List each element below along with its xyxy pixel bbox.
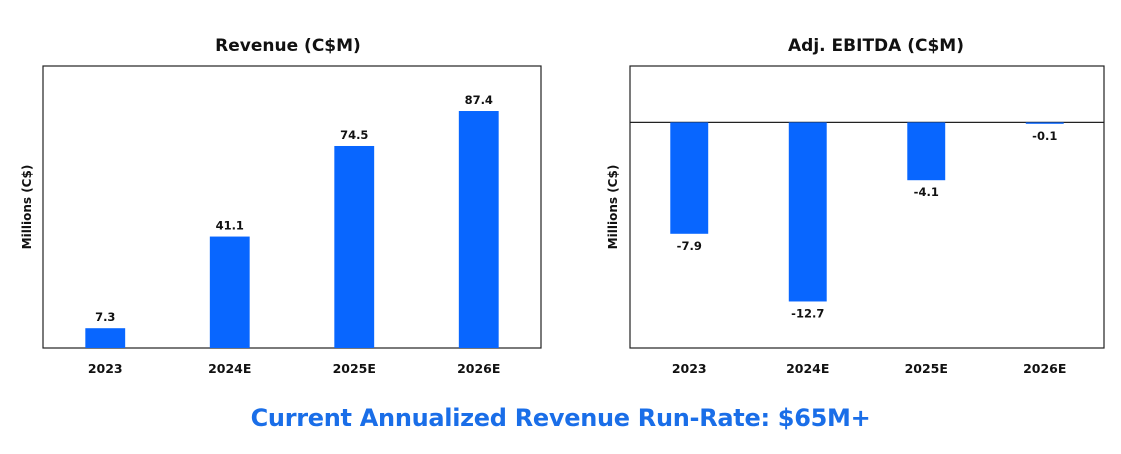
revenue-run-rate-banner: Current Annualized Revenue Run-Rate: $65… [250,404,871,432]
revenue-data-label-2023: 7.3 [95,310,115,324]
charts-canvas: Revenue (C$M) Millions (C$) 7.3 2023 41.1 202… [20,36,1105,376]
ebitda-data-label-2023: -7.9 [677,239,702,253]
revenue-x-tick-2024e: 2024E [208,361,251,376]
ebitda-chart-title: Adj. EBITDA (C$M) [788,36,964,56]
ebitda-x-tick-2025e: 2025E [905,361,948,376]
revenue-bar-2025e [334,145,375,348]
revenue-data-label-2024e: 41.1 [216,219,244,233]
revenue-bar-2023 [85,328,126,348]
revenue-chart-title: Revenue (C$M) [215,36,361,56]
ebitda-data-label-2024e: -12.7 [791,306,824,320]
revenue-data-label-2025e: 74.5 [340,128,368,142]
ebitda-bar-2023 [670,122,709,234]
revenue-bar-2026e [458,111,499,348]
revenue-x-tick-2023: 2023 [88,361,123,376]
revenue-x-tick-2025e: 2025E [333,361,376,376]
revenue-x-tick-2026e: 2026E [457,361,500,376]
ebitda-bar-2026e [1025,122,1064,124]
revenue-bar-2024e [209,236,250,348]
ebitda-x-tick-2024e: 2024E [786,361,829,376]
ebitda-data-label-2026e: -0.1 [1032,129,1057,143]
ebitda-bar-2024e [788,122,827,302]
ebitda-data-label-2025e: -4.1 [914,185,939,199]
ebitda-x-tick-2026e: 2026E [1023,361,1066,376]
ebitda-bar-2025e [907,122,946,181]
ebitda-x-tick-2023: 2023 [672,361,707,376]
ebitda-y-axis-label: Millions (C$) [606,165,620,250]
revenue-plot-frame [42,65,542,349]
ebitda-plot-frame [629,65,1105,349]
revenue-data-label-2026e: 87.4 [465,93,493,107]
revenue-y-axis-label: Millions (C$) [20,165,34,250]
